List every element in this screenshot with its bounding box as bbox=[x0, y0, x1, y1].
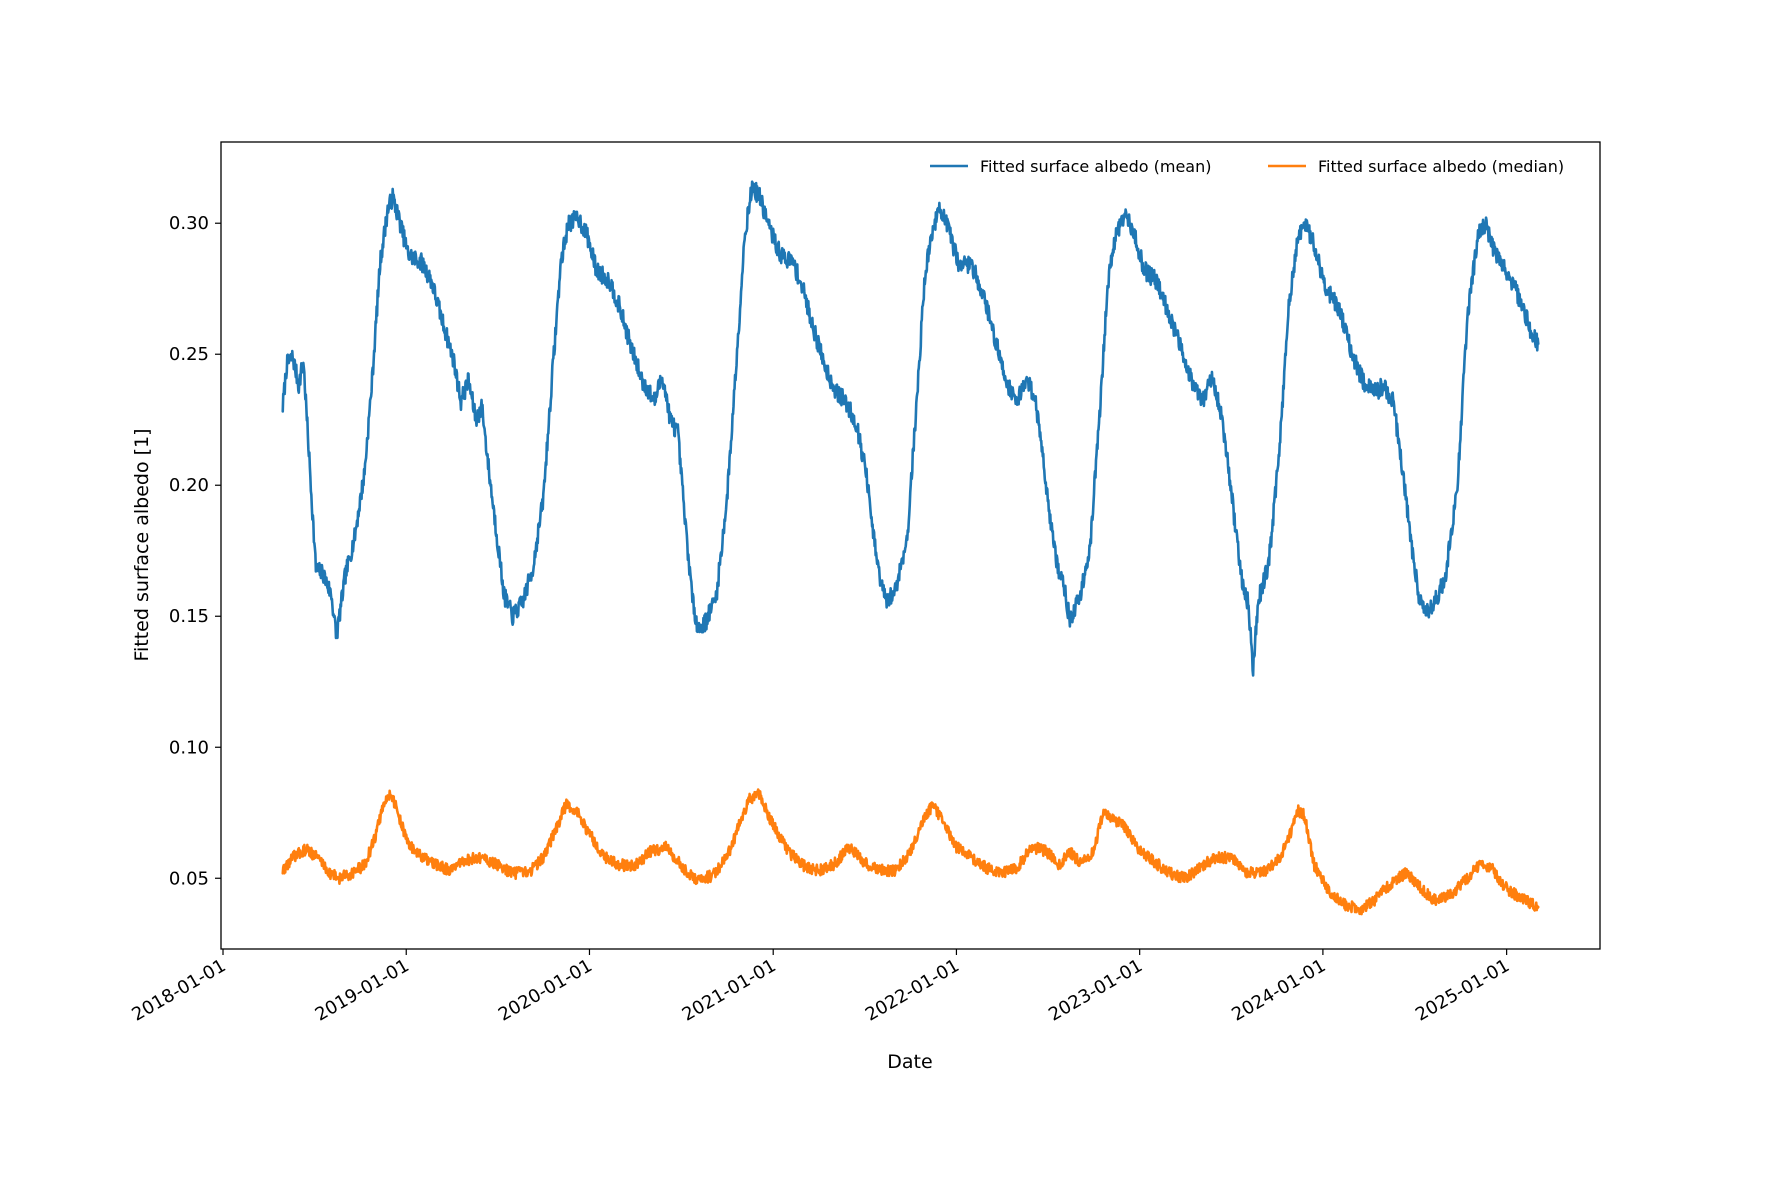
y-tick-label: 0.20 bbox=[169, 475, 209, 496]
y-tick-label: 0.10 bbox=[169, 737, 209, 758]
y-axis-label: Fitted surface albedo [1] bbox=[131, 428, 153, 661]
series-line-mean bbox=[281, 180, 1540, 677]
legend-label-median: Fitted surface albedo (median) bbox=[1318, 157, 1564, 176]
series-line-median bbox=[281, 788, 1540, 916]
legend-label-mean: Fitted surface albedo (mean) bbox=[980, 157, 1211, 176]
y-tick-label: 0.25 bbox=[169, 344, 209, 365]
plot-area bbox=[281, 180, 1540, 916]
y-tick-label: 0.15 bbox=[169, 606, 209, 627]
y-tick-label: 0.30 bbox=[169, 213, 209, 234]
x-axis-label: Date bbox=[887, 1051, 932, 1073]
y-axis-ticks: 0.05 0.10 0.15 0.20 0.25 0.30 bbox=[169, 213, 221, 889]
legend: Fitted surface albedo (mean) Fitted surfa… bbox=[930, 157, 1564, 176]
y-tick-label: 0.05 bbox=[169, 868, 209, 889]
axes-frame bbox=[220, 141, 1601, 950]
